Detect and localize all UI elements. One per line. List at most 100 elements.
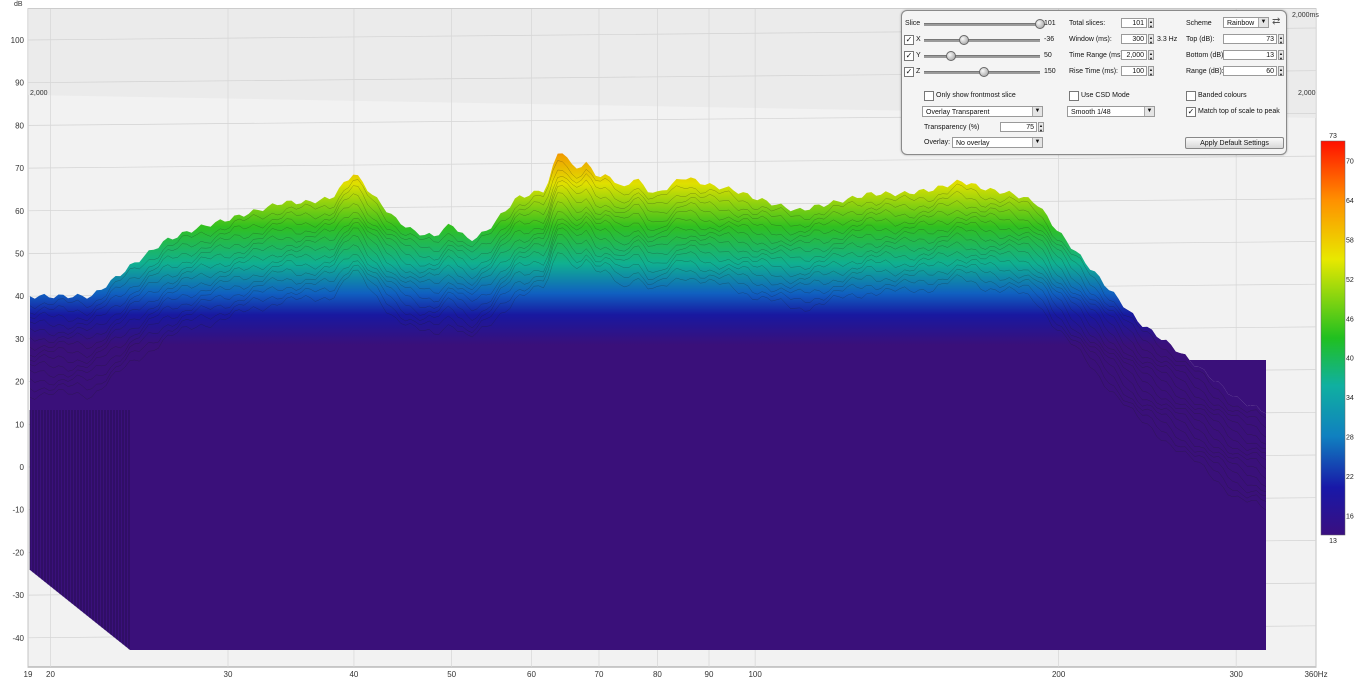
y-tick-label: -30 bbox=[12, 591, 24, 600]
window-spinner[interactable]: ▲ ▼ bbox=[1148, 34, 1154, 45]
x-tick-label: 70 bbox=[595, 670, 604, 679]
slice-slider[interactable] bbox=[924, 23, 1040, 26]
y-tick-label: -20 bbox=[12, 548, 24, 557]
settings-icon[interactable]: ⇄ bbox=[1272, 16, 1281, 27]
slice-line bbox=[29, 218, 1267, 479]
smoothing-dropdown[interactable]: Smooth 1/48 ▼ bbox=[1067, 106, 1155, 117]
overlay-mode-dropdown[interactable]: Overlay Transparent ▼ bbox=[922, 106, 1043, 117]
x-checkbox[interactable]: ✓ bbox=[904, 35, 914, 45]
rise-time-input[interactable]: 100 bbox=[1121, 66, 1147, 76]
top-label: Top (dB): bbox=[1186, 36, 1215, 43]
rise-time-spinner[interactable]: ▲ ▼ bbox=[1148, 66, 1154, 77]
colorbar-tick-label: 28 bbox=[1346, 435, 1354, 442]
slice-line bbox=[29, 192, 1267, 454]
slice-line bbox=[29, 160, 1267, 419]
transparency-input[interactable]: 75 bbox=[1000, 122, 1037, 132]
chevron-down-icon: ▼ bbox=[1032, 107, 1042, 116]
overlay-value: No overlay bbox=[956, 140, 990, 147]
csd-mode-label: Use CSD Mode bbox=[1081, 92, 1130, 99]
scheme-dropdown[interactable]: Rainbow ▼ bbox=[1223, 17, 1269, 28]
x-slider[interactable] bbox=[924, 39, 1040, 42]
range-spinner[interactable]: ▲ ▼ bbox=[1278, 66, 1284, 77]
slice-line bbox=[29, 169, 1267, 428]
transparency-spinner[interactable]: ▲ ▼ bbox=[1038, 122, 1044, 133]
range-label: Range (dB): bbox=[1186, 68, 1224, 75]
chevron-down-icon: ▼ bbox=[1144, 107, 1154, 116]
z-slider-thumb[interactable] bbox=[979, 67, 989, 77]
waterfall-top-surface bbox=[30, 153, 1266, 414]
slice-line bbox=[29, 252, 1267, 511]
y-tick-label: -40 bbox=[12, 634, 24, 643]
smoothing-value: Smooth 1/48 bbox=[1071, 109, 1111, 116]
x-tick-label: 30 bbox=[224, 670, 233, 679]
y-label: Y bbox=[916, 52, 921, 59]
slice-line bbox=[29, 227, 1267, 492]
y-slider-thumb[interactable] bbox=[946, 51, 956, 61]
total-slices-label: Total slices: bbox=[1069, 20, 1106, 27]
colorbar-tick-label: 73 bbox=[1329, 133, 1337, 140]
x-axis-ticks: 19 20 30 40 50 60 70 80 90 100 200 300 360Hz bbox=[24, 670, 1328, 679]
z-checkbox[interactable]: ✓ bbox=[904, 67, 914, 77]
scheme-value: Rainbow bbox=[1227, 20, 1255, 27]
slice-line bbox=[29, 176, 1267, 438]
slice-slider-thumb[interactable] bbox=[1035, 19, 1045, 29]
x-tick-label: 50 bbox=[447, 670, 456, 679]
y-tick-label: 70 bbox=[15, 164, 24, 173]
y-tick-label: 40 bbox=[15, 292, 24, 301]
z-label: Z bbox=[916, 68, 921, 75]
range-input[interactable]: 60 bbox=[1223, 66, 1277, 76]
colorbar-tick-label: 46 bbox=[1346, 316, 1354, 323]
x-value: -36 bbox=[1044, 36, 1055, 43]
waterfall-surface bbox=[29, 153, 1267, 650]
frontmost-slice-label: Only show frontmost slice bbox=[936, 92, 1016, 99]
colorbar-tick-label: 34 bbox=[1346, 395, 1354, 402]
time-range-label: Time Range (ms): bbox=[1069, 52, 1125, 59]
y-tick-label: 50 bbox=[15, 250, 24, 259]
x-tick-label: 80 bbox=[653, 670, 662, 679]
time-range-spinner[interactable]: ▲ ▼ bbox=[1148, 50, 1154, 61]
bottom-spinner[interactable]: ▲ ▼ bbox=[1278, 50, 1284, 61]
waterfall-base bbox=[30, 300, 1266, 650]
y-tick-label: 60 bbox=[15, 207, 24, 216]
banded-colours-checkbox[interactable] bbox=[1186, 91, 1196, 101]
colorbar-tick-label: 13 bbox=[1329, 538, 1337, 545]
window-hz: 3.3 Hz bbox=[1157, 36, 1178, 43]
slice-value: 101 bbox=[1044, 20, 1056, 27]
slice-line bbox=[29, 180, 1267, 445]
slice-line bbox=[29, 223, 1267, 487]
x-slider-thumb[interactable] bbox=[959, 35, 969, 45]
rise-time-label: Rise Time (ms): bbox=[1069, 68, 1118, 75]
x-tick-label: 60 bbox=[527, 670, 536, 679]
y-slider[interactable] bbox=[924, 55, 1040, 58]
scheme-label: Scheme bbox=[1186, 20, 1212, 27]
y-tick-label: 100 bbox=[11, 36, 25, 45]
x-tick-label: 20 bbox=[46, 670, 55, 679]
slice-label: Slice bbox=[905, 20, 921, 27]
window-label: Window (ms): bbox=[1069, 36, 1112, 43]
time-range-input[interactable]: 2,000 bbox=[1121, 50, 1147, 60]
total-slices-spinner[interactable]: ▲ ▼ bbox=[1148, 18, 1154, 29]
apply-default-settings-button[interactable]: Apply Default Settings bbox=[1185, 137, 1284, 149]
y-checkbox[interactable]: ✓ bbox=[904, 51, 914, 61]
gridline-y bbox=[27, 155, 1317, 169]
top-input[interactable]: 73 bbox=[1223, 34, 1277, 44]
overlay-label: Overlay: bbox=[924, 139, 951, 146]
colorbar-ticks: 73 70 64 58 52 46 40 34 28 22 16 13 bbox=[1329, 133, 1354, 545]
colorbar bbox=[1320, 140, 1346, 536]
transparency-label: Transparency (%) bbox=[924, 124, 980, 131]
colorbar-tick-label: 70 bbox=[1346, 159, 1354, 166]
match-peak-checkbox[interactable]: ✓ bbox=[1186, 107, 1196, 117]
frontmost-slice-checkbox[interactable] bbox=[924, 91, 934, 101]
csd-mode-checkbox[interactable] bbox=[1069, 91, 1079, 101]
y-tick-label: -10 bbox=[12, 506, 24, 515]
total-slices-input[interactable]: 101 bbox=[1121, 18, 1147, 28]
x-tick-label: 200 bbox=[1052, 670, 1066, 679]
bottom-input[interactable]: 13 bbox=[1223, 50, 1277, 60]
top-spinner[interactable]: ▲ ▼ bbox=[1278, 34, 1284, 45]
y-tick-label: 10 bbox=[15, 420, 24, 429]
slice-line bbox=[29, 234, 1267, 496]
x-tick-label: 360Hz bbox=[1304, 670, 1327, 679]
overlay-dropdown[interactable]: No overlay ▼ bbox=[952, 137, 1043, 148]
window-input[interactable]: 300 bbox=[1121, 34, 1147, 44]
